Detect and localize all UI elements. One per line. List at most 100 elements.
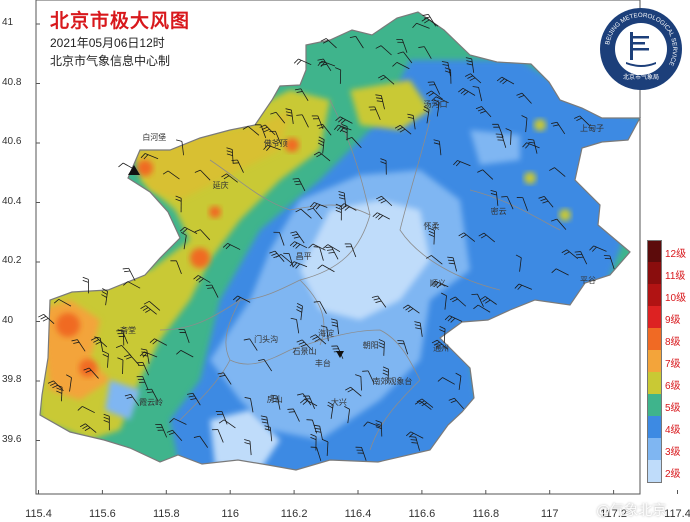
wind-barb xyxy=(179,226,198,234)
wind-barb xyxy=(345,386,362,397)
wind-barb xyxy=(221,173,238,183)
legend-swatch xyxy=(647,328,662,350)
wind-barb xyxy=(303,395,315,409)
station-label: 白河堡 xyxy=(142,133,167,143)
wind-barb xyxy=(505,128,512,145)
wind-barb xyxy=(243,338,258,351)
latitude-tick-label: 40 xyxy=(2,314,14,326)
wind-barb xyxy=(296,114,309,128)
wind-barb xyxy=(355,446,367,461)
legend-item: 11级 xyxy=(647,262,687,284)
station-label: 通州 xyxy=(433,344,450,354)
wind-barb xyxy=(264,425,273,442)
wind-barb xyxy=(311,115,324,130)
region-level-6-east-c xyxy=(534,119,546,131)
wind-barb xyxy=(193,275,211,283)
wind-barb xyxy=(176,349,194,358)
wind-barb xyxy=(418,46,432,59)
longitude-tick-label: 115.8 xyxy=(152,508,180,520)
wind-barb xyxy=(140,348,150,364)
wind-barb xyxy=(287,408,300,422)
wind-barb xyxy=(521,115,528,133)
wind-barb xyxy=(186,392,201,406)
wind-barb xyxy=(514,283,533,290)
wind-barb xyxy=(178,329,190,344)
wind-barb xyxy=(471,293,484,307)
wind-barb xyxy=(516,197,528,211)
wind-barb xyxy=(344,243,357,258)
wind-barb xyxy=(440,292,447,310)
wind-barb xyxy=(327,401,334,419)
wind-barb xyxy=(79,423,97,433)
legend-item: 3级 xyxy=(647,438,687,460)
wind-barb xyxy=(166,429,183,442)
wind-barb xyxy=(193,435,209,448)
wind-barb xyxy=(82,276,89,294)
station-label: 佛爷顶 xyxy=(263,139,288,148)
legend-swatch xyxy=(647,416,662,438)
legend-swatch xyxy=(647,284,662,306)
wind-barb xyxy=(292,178,306,192)
wind-barb xyxy=(124,394,140,407)
station-label: 朝阳 xyxy=(362,341,379,351)
station-label: 汤河口 xyxy=(423,100,448,110)
legend-swatch xyxy=(647,438,662,460)
legend-item: 7级 xyxy=(647,350,687,372)
wind-barb xyxy=(285,108,294,124)
wind-barb xyxy=(549,167,566,177)
wind-barb xyxy=(453,160,471,167)
watermark: @气象北京 xyxy=(596,502,667,518)
wind-barb xyxy=(77,406,95,414)
wind-barb xyxy=(170,260,182,274)
wind-barb xyxy=(269,130,282,145)
wind-barb xyxy=(290,231,305,244)
wind-barb xyxy=(313,300,327,314)
latitude-tick-label: 39.8 xyxy=(2,374,22,385)
wind-barb xyxy=(244,397,254,413)
wind-barb xyxy=(320,325,329,342)
wind-barb xyxy=(430,280,449,289)
wind-barb xyxy=(136,362,149,376)
wind-barb xyxy=(433,99,440,117)
region-level-2-north xyxy=(300,200,430,320)
wind-barb xyxy=(180,231,187,250)
wind-barb xyxy=(211,429,224,443)
wind-barb xyxy=(263,144,281,151)
wind-barb xyxy=(396,38,408,53)
wind-barb xyxy=(515,254,522,272)
wind-barb xyxy=(136,376,149,390)
longitude-tick-label: 115.6 xyxy=(89,508,116,520)
wind-barb xyxy=(335,203,342,221)
wind-barb xyxy=(271,394,281,410)
wind-barb xyxy=(394,124,412,135)
wind-barb xyxy=(447,256,457,272)
wind-barb xyxy=(289,261,308,269)
region-level-6-east-a xyxy=(524,172,536,184)
wind-barb xyxy=(406,431,424,439)
wind-barb xyxy=(339,203,357,211)
wind-barb xyxy=(309,202,328,210)
nanjiao-station-marker xyxy=(336,351,344,358)
wind-barb xyxy=(574,115,590,126)
legend-item: 6级 xyxy=(647,372,687,394)
wind-barb xyxy=(344,406,350,424)
wind-barb xyxy=(516,92,532,104)
wind-barb xyxy=(349,36,364,49)
wind-barb xyxy=(363,421,381,428)
wind-barb xyxy=(392,62,410,70)
wind-barb xyxy=(527,138,538,154)
legend-swatch xyxy=(647,394,662,416)
wind-barb xyxy=(464,73,482,84)
wind-barb xyxy=(414,400,432,410)
legend-swatch xyxy=(647,460,662,483)
wind-barb xyxy=(437,377,455,385)
legend-label: 7级 xyxy=(665,359,681,370)
station-label: 大兴 xyxy=(330,397,347,407)
wind-barb xyxy=(561,249,579,260)
wind-barb xyxy=(116,330,129,344)
wind-barb xyxy=(397,51,413,64)
wind-barb xyxy=(372,212,390,220)
boundary-line xyxy=(369,379,421,451)
wind-level-legend: 12级 11级 10级 9级 8级 7级 6级 5级 4级 3级 2级 xyxy=(647,240,687,483)
